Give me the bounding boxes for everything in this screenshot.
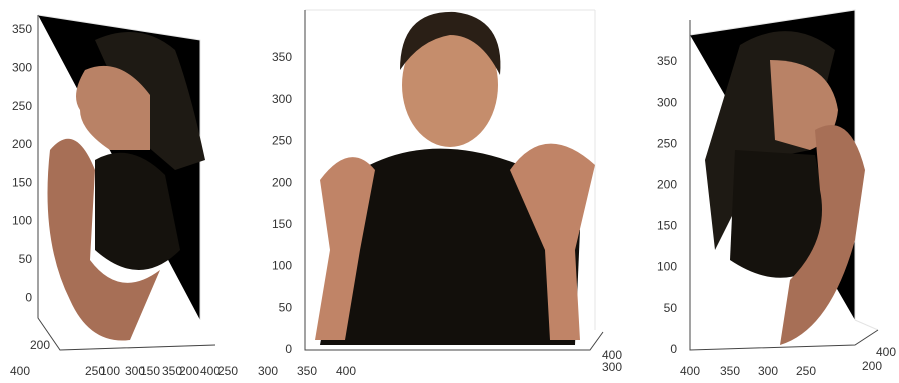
- x-tick-label: 150: [140, 364, 160, 378]
- y-tick-label: 300: [657, 95, 677, 109]
- y-tick-label: 250: [657, 136, 677, 150]
- x-tick-label: 350: [720, 364, 740, 378]
- y-tick-label: 100: [12, 214, 32, 228]
- y-tick-label: 50: [19, 252, 33, 266]
- y-tick-label: 50: [664, 301, 678, 315]
- depth-tick-label: 200: [30, 338, 50, 352]
- y-tick-label: 200: [12, 137, 32, 151]
- y-tick-label: 150: [12, 175, 32, 189]
- y-tick-label: 100: [657, 260, 677, 274]
- y-tick-label: 150: [272, 217, 292, 231]
- y-tick-label: 0: [25, 290, 32, 304]
- y-tick-label: 200: [657, 177, 677, 191]
- x-tick-label: 350: [297, 364, 317, 378]
- y-tick-label: 0: [285, 342, 292, 356]
- y-tick-label: 300: [12, 60, 32, 74]
- x-tick-label: 200: [179, 364, 199, 378]
- y-tick-label: 100: [272, 259, 292, 273]
- y-tick-label: 300: [272, 92, 292, 106]
- figure: 3503002502001501005002503003504002004003…: [0, 0, 899, 383]
- y-tick-label: 350: [657, 54, 677, 68]
- y-tick-label: 350: [272, 50, 292, 64]
- depth-tick-label: 400: [10, 364, 30, 378]
- y-tick-label: 350: [12, 22, 32, 36]
- x-tick-label: 100: [100, 364, 120, 378]
- x-tick-label: 250: [796, 364, 816, 378]
- x-tick-label: 400: [680, 364, 700, 378]
- y-tick-label: 50: [279, 300, 293, 314]
- depth-tick-label: 300: [602, 360, 622, 374]
- point-cloud-middle: [315, 12, 595, 345]
- y-tick-label: 200: [272, 175, 292, 189]
- x-tick-label: 400: [336, 364, 356, 378]
- y-tick-label: 150: [657, 219, 677, 233]
- y-tick-label: 250: [12, 99, 32, 113]
- depth-tick-label: 200: [862, 359, 882, 373]
- y-tick-label: 0: [670, 342, 677, 356]
- depth-tick-label: 400: [876, 345, 896, 359]
- page: 3503002502001501005002503003504002004003…: [0, 0, 899, 383]
- x-tick-label: 300: [758, 364, 778, 378]
- x-tick-label: 250: [218, 364, 238, 378]
- y-tick-label: 250: [272, 134, 292, 148]
- x-tick-label: 300: [258, 364, 278, 378]
